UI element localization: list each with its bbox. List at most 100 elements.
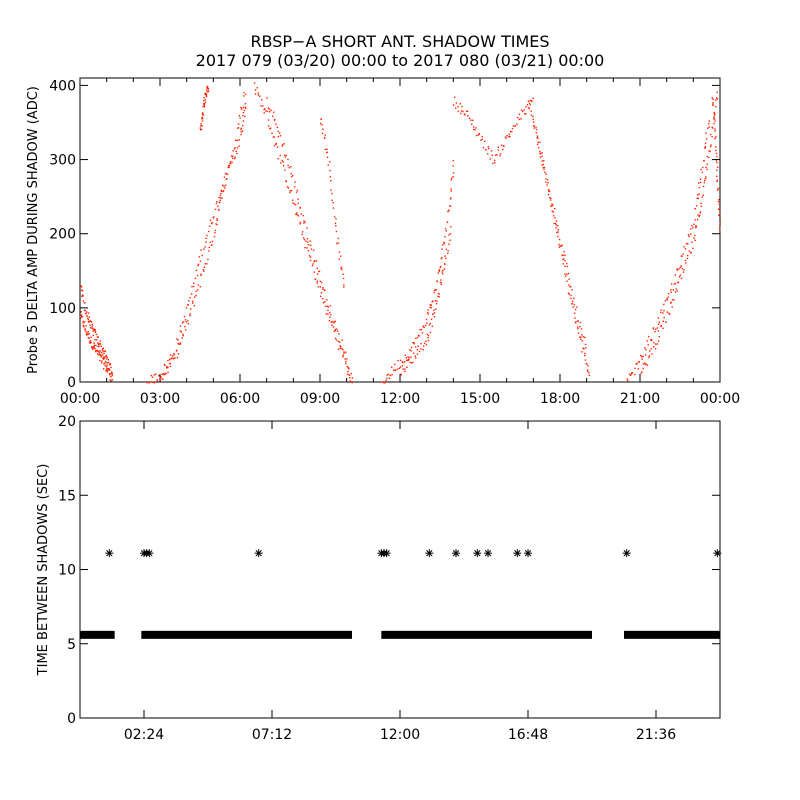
data-point xyxy=(230,155,233,157)
data-point xyxy=(568,284,570,286)
data-point xyxy=(566,262,568,265)
data-point xyxy=(334,328,337,331)
data-point xyxy=(389,374,392,377)
data-point xyxy=(171,357,173,359)
data-point xyxy=(536,136,538,139)
data-point xyxy=(416,353,419,355)
x-tick-label: 03:00 xyxy=(140,391,180,407)
data-point xyxy=(645,348,647,351)
data-point xyxy=(670,301,672,304)
data-point xyxy=(92,328,94,330)
data-point xyxy=(316,273,319,275)
data-point xyxy=(633,373,636,376)
data-point xyxy=(586,369,589,371)
data-point xyxy=(339,341,341,343)
data-point xyxy=(525,112,527,115)
data-point xyxy=(331,192,333,195)
data-point xyxy=(552,204,554,206)
data-point xyxy=(562,254,564,256)
data-point xyxy=(332,322,335,324)
data-point xyxy=(333,321,336,323)
data-point xyxy=(706,168,708,171)
data-point xyxy=(284,156,287,158)
data-point xyxy=(351,377,354,379)
data-point xyxy=(291,174,294,177)
data-point xyxy=(293,203,295,205)
data-point xyxy=(391,373,393,376)
data-point xyxy=(205,95,208,98)
data-point xyxy=(97,336,99,338)
data-point xyxy=(429,306,431,308)
series-rising_2b xyxy=(399,225,452,377)
data-point xyxy=(195,290,198,293)
data-point xyxy=(546,179,549,181)
data-point xyxy=(208,250,210,252)
y-tick-label: 400 xyxy=(49,78,76,94)
data-point xyxy=(712,98,714,100)
data-point xyxy=(574,317,576,319)
data-point xyxy=(80,289,83,291)
data-point xyxy=(449,198,452,200)
data-point xyxy=(238,139,241,141)
data-point xyxy=(571,302,574,305)
data-point xyxy=(347,366,349,369)
data-point xyxy=(95,344,97,347)
data-point xyxy=(545,181,547,183)
data-point xyxy=(326,151,328,153)
data-point xyxy=(709,133,712,136)
data-point xyxy=(197,284,200,286)
data-point xyxy=(438,269,441,271)
data-point xyxy=(585,347,587,349)
data-point xyxy=(82,322,84,324)
data-point xyxy=(520,118,522,120)
data-point xyxy=(699,211,702,213)
data-point xyxy=(284,169,286,171)
data-point xyxy=(541,164,543,167)
data-point xyxy=(193,282,195,285)
data-point xyxy=(347,368,350,370)
data-point xyxy=(341,339,343,341)
data-point xyxy=(637,368,639,370)
data-point xyxy=(327,306,330,308)
data-point xyxy=(444,255,446,257)
data-point xyxy=(706,163,709,165)
data-point xyxy=(324,300,326,303)
data-point xyxy=(676,269,678,271)
data-point xyxy=(566,280,568,282)
data-point xyxy=(427,339,430,342)
data-point xyxy=(445,248,448,251)
data-point xyxy=(681,267,683,270)
data-point xyxy=(435,308,437,310)
data-point xyxy=(297,202,299,205)
data-point xyxy=(662,320,664,323)
data-point xyxy=(199,128,202,131)
data-point xyxy=(398,367,401,369)
data-point xyxy=(714,120,716,122)
data-point xyxy=(514,125,516,127)
data-point xyxy=(84,328,86,330)
data-point xyxy=(402,361,404,364)
data-point xyxy=(299,223,301,225)
data-point xyxy=(179,343,182,345)
data-point xyxy=(346,373,349,375)
data-point xyxy=(395,369,397,371)
data-point xyxy=(692,226,694,229)
data-point xyxy=(244,106,246,108)
data-point xyxy=(221,197,223,199)
data-point xyxy=(573,297,575,300)
data-point xyxy=(199,260,202,262)
data-point xyxy=(447,210,450,212)
data-point xyxy=(296,214,298,216)
data-point xyxy=(290,176,293,178)
data-point xyxy=(220,190,223,193)
data-point xyxy=(559,245,561,247)
data-point xyxy=(269,127,272,129)
data-point xyxy=(675,288,677,290)
y-tick-label: 0 xyxy=(67,711,76,727)
data-point xyxy=(451,177,453,179)
data-point xyxy=(333,330,336,333)
y-tick-label: 20 xyxy=(58,414,76,430)
data-point xyxy=(101,354,104,356)
data-point xyxy=(320,291,323,294)
data-point xyxy=(442,273,444,275)
